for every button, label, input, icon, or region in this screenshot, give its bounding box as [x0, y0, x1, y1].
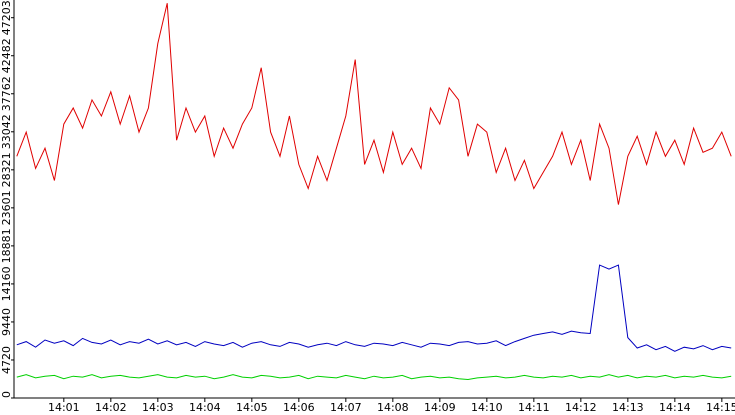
series-line	[16, 374, 732, 381]
x-tick-label: 14:05	[236, 401, 268, 414]
y-tick-label: 0	[0, 391, 13, 398]
x-tick-label: 14:03	[142, 401, 174, 414]
series-line	[16, 264, 732, 352]
x-tick-label: 14:07	[330, 401, 362, 414]
y-tick-label: 14160	[0, 266, 13, 301]
x-tick-label: 14:09	[424, 401, 456, 414]
x-tick-label: 14:06	[283, 401, 315, 414]
y-tick-label: 18881	[0, 228, 13, 263]
y-tick-label: 23601	[0, 190, 13, 225]
x-tick-label: 14:14	[659, 401, 691, 414]
y-tick-label: 37762	[0, 76, 13, 111]
x-tick-label: 14:11	[518, 401, 550, 414]
x-tick-label: 14:15	[706, 401, 735, 414]
y-tick-label: 47203	[0, 0, 13, 35]
y-tick-label: 33042	[0, 114, 13, 149]
x-tick-label: 14:10	[471, 401, 503, 414]
x-tick-label: 14:01	[48, 401, 80, 414]
x-tick-label: 14:13	[612, 401, 644, 414]
x-tick-label: 14:04	[189, 401, 221, 414]
x-tick-label: 14:02	[95, 401, 127, 414]
x-tick-label: 14:12	[565, 401, 597, 414]
series-line	[16, 3, 732, 205]
y-tick-label: 42482	[0, 38, 13, 73]
y-tick-label: 4720	[0, 346, 13, 374]
x-tick-label: 14:08	[377, 401, 409, 414]
y-tick-label: 9440	[0, 308, 13, 336]
y-tick-label: 28321	[0, 152, 13, 187]
